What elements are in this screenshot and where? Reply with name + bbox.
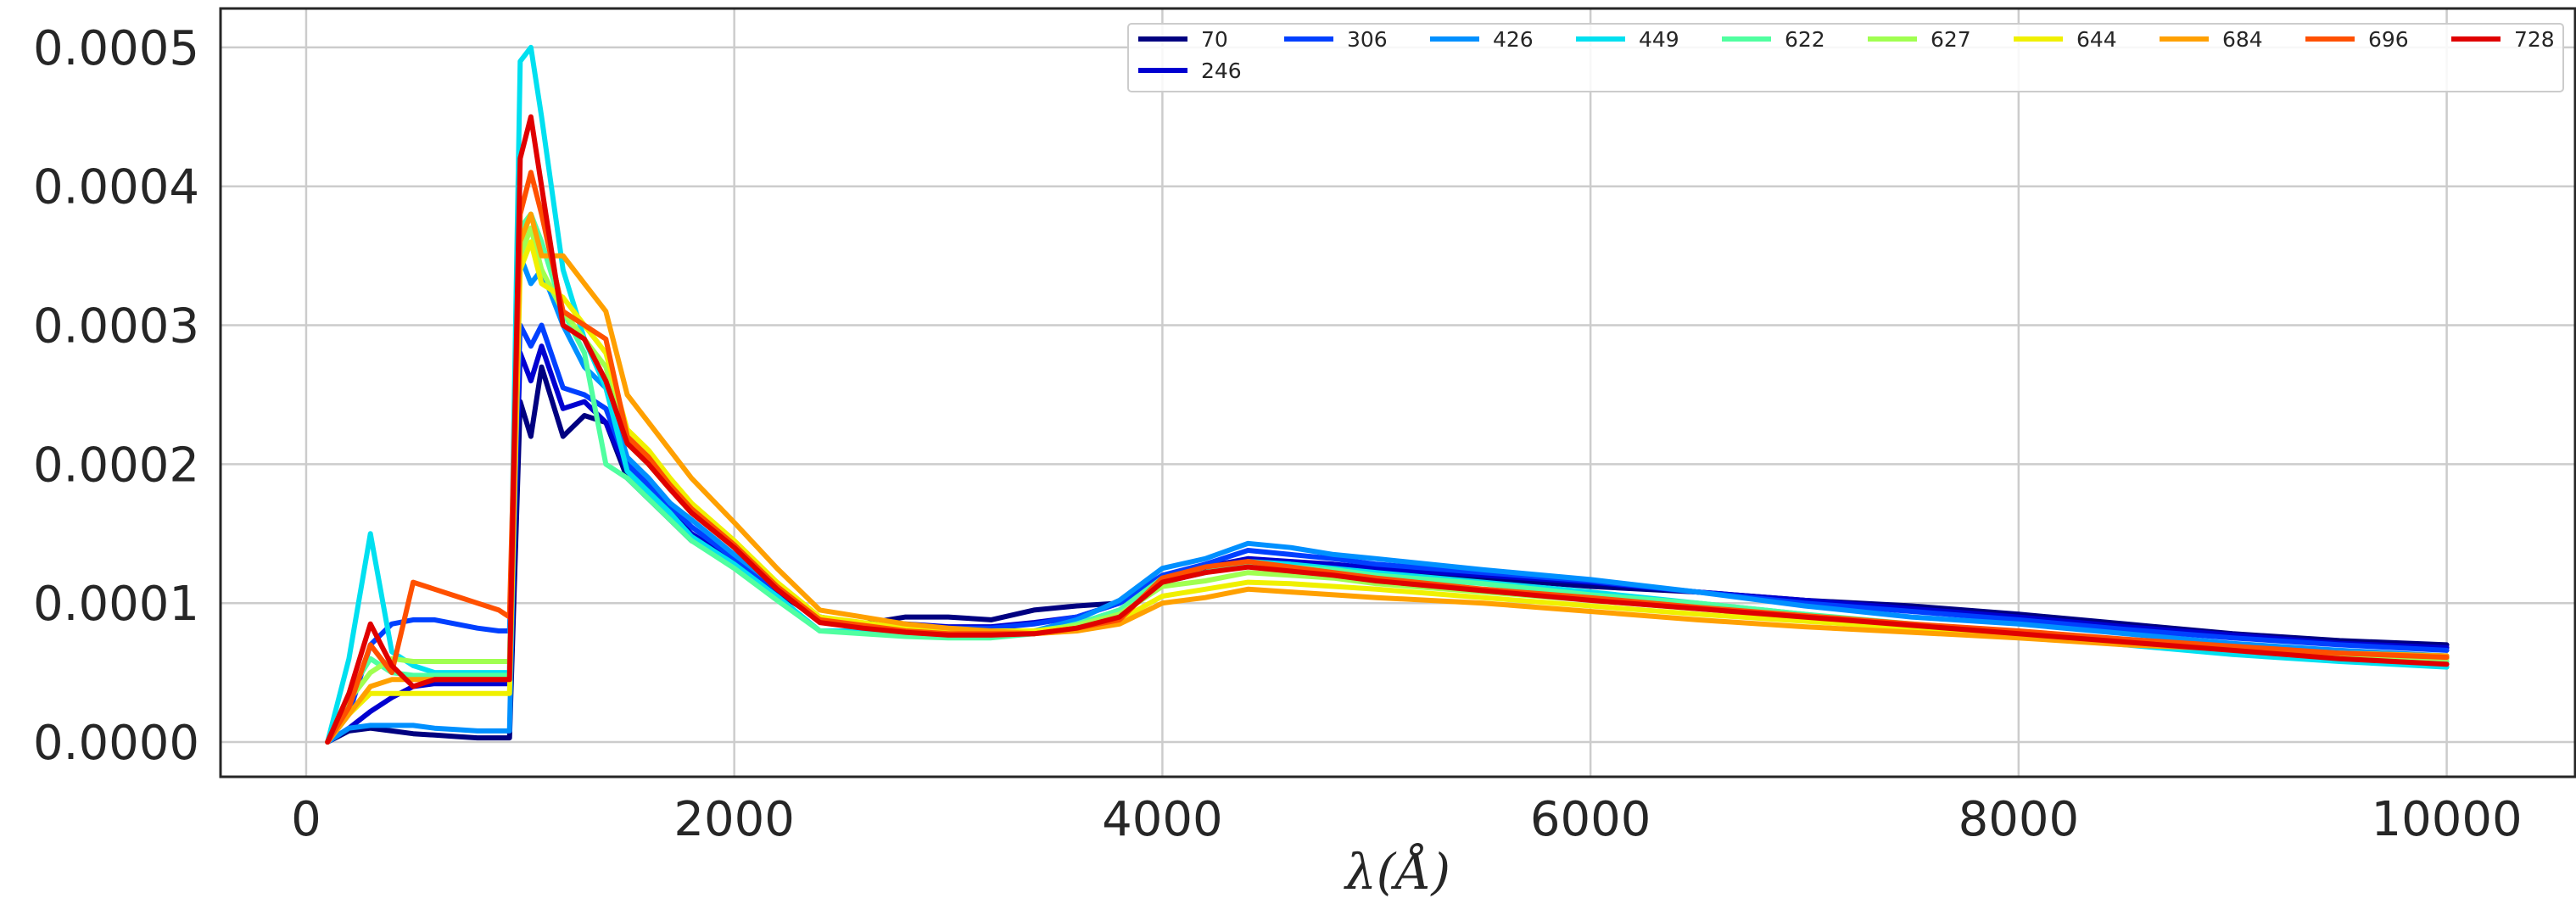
- legend-label-627: 627: [1931, 27, 1971, 52]
- legend-box: [1127, 23, 2564, 92]
- y-tick-label: 0.0005: [33, 21, 199, 76]
- series-line-696: [325, 170, 2450, 745]
- y-tick-label: 0.0002: [33, 438, 199, 493]
- x-tick-label: 6000: [1530, 792, 1651, 847]
- series-line-306: [325, 322, 2450, 745]
- y-tick-label: 0.0003: [33, 299, 199, 354]
- series-line-246: [325, 343, 2450, 745]
- x-tick-label: 2000: [673, 792, 795, 847]
- y-tick-label: 0.0004: [33, 160, 199, 215]
- legend-label-426: 426: [1493, 27, 1534, 52]
- series-line-644: [325, 239, 2450, 745]
- legend-label-622: 622: [1785, 27, 1825, 52]
- legend-label-728: 728: [2514, 27, 2555, 52]
- legend-label-684: 684: [2222, 27, 2263, 52]
- legend-label-449: 449: [1639, 27, 1679, 52]
- grid-layer: [221, 8, 2575, 777]
- plot-frame: [219, 7, 2576, 778]
- legend-label-644: 644: [2076, 27, 2117, 52]
- series-line-70: [325, 364, 2450, 745]
- y-tick-label: 0.0000: [33, 716, 199, 771]
- x-tick-label: 0: [291, 792, 321, 847]
- legend-label-306: 306: [1347, 27, 1388, 52]
- legend-label-70: 70: [1201, 27, 1228, 52]
- x-tick-label: 10000: [2372, 792, 2523, 847]
- tick-layer: 0 2000 4000 6000 8000 10000 0.0000 0.0001 0.0002…: [33, 21, 2523, 847]
- y-tick-label: 0.0001: [33, 577, 199, 632]
- legend: 70 246 306 426 449 622 627 644 684 696 728: [1127, 23, 2564, 92]
- series-layer: [325, 44, 2450, 745]
- legend-label-696: 696: [2368, 27, 2409, 52]
- series-line-728: [325, 114, 2450, 745]
- x-tick-label: 8000: [1959, 792, 2080, 847]
- legend-label-246: 246: [1201, 59, 1242, 83]
- x-axis-label: λ(Å): [1344, 843, 1450, 901]
- series-line-622: [325, 211, 2450, 745]
- x-tick-label: 4000: [1102, 792, 1223, 847]
